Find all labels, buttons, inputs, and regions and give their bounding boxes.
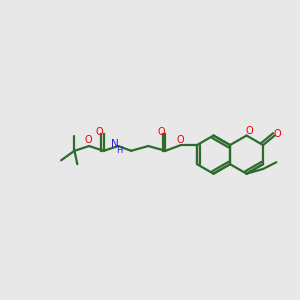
Text: O: O <box>158 127 165 137</box>
Text: O: O <box>177 134 184 145</box>
Text: H: H <box>116 146 122 154</box>
Text: N: N <box>111 139 119 149</box>
Text: O: O <box>274 129 282 139</box>
Text: O: O <box>96 127 104 137</box>
Text: O: O <box>85 136 93 146</box>
Text: O: O <box>245 126 253 136</box>
